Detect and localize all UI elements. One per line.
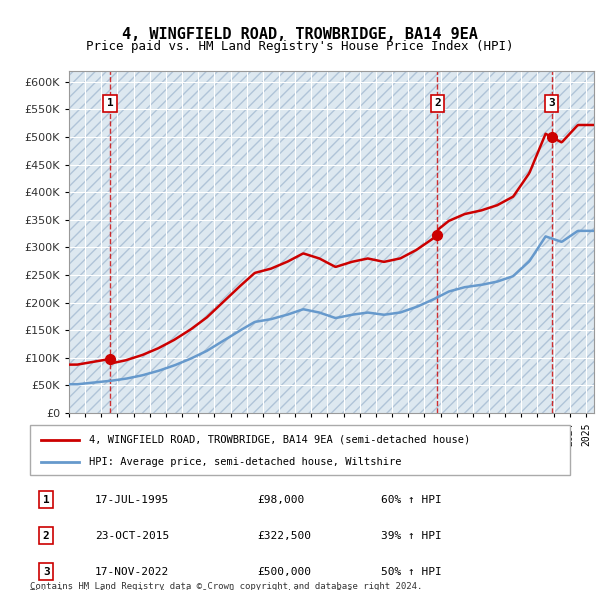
- Text: 17-JUL-1995: 17-JUL-1995: [95, 495, 169, 504]
- Text: £98,000: £98,000: [257, 495, 304, 504]
- Text: 2: 2: [434, 99, 441, 109]
- Text: 50% ↑ HPI: 50% ↑ HPI: [381, 567, 442, 577]
- FancyBboxPatch shape: [30, 425, 570, 475]
- Text: 60% ↑ HPI: 60% ↑ HPI: [381, 495, 442, 504]
- Text: £500,000: £500,000: [257, 567, 311, 577]
- Text: 4, WINGFIELD ROAD, TROWBRIDGE, BA14 9EA: 4, WINGFIELD ROAD, TROWBRIDGE, BA14 9EA: [122, 27, 478, 41]
- Text: 23-OCT-2015: 23-OCT-2015: [95, 531, 169, 541]
- Text: 4, WINGFIELD ROAD, TROWBRIDGE, BA14 9EA (semi-detached house): 4, WINGFIELD ROAD, TROWBRIDGE, BA14 9EA …: [89, 435, 470, 445]
- Text: 2: 2: [43, 531, 50, 541]
- Text: 3: 3: [548, 99, 555, 109]
- Text: 1: 1: [107, 99, 113, 109]
- Text: Contains HM Land Registry data © Crown copyright and database right 2024.: Contains HM Land Registry data © Crown c…: [30, 582, 422, 590]
- Text: 1: 1: [43, 495, 50, 504]
- Text: £322,500: £322,500: [257, 531, 311, 541]
- Text: 3: 3: [43, 567, 50, 577]
- Text: Price paid vs. HM Land Registry's House Price Index (HPI): Price paid vs. HM Land Registry's House …: [86, 40, 514, 53]
- Text: 17-NOV-2022: 17-NOV-2022: [95, 567, 169, 577]
- Text: 39% ↑ HPI: 39% ↑ HPI: [381, 531, 442, 541]
- Text: This data is licensed under the Open Government Licence v3.0.: This data is licensed under the Open Gov…: [30, 589, 358, 590]
- Text: HPI: Average price, semi-detached house, Wiltshire: HPI: Average price, semi-detached house,…: [89, 457, 402, 467]
